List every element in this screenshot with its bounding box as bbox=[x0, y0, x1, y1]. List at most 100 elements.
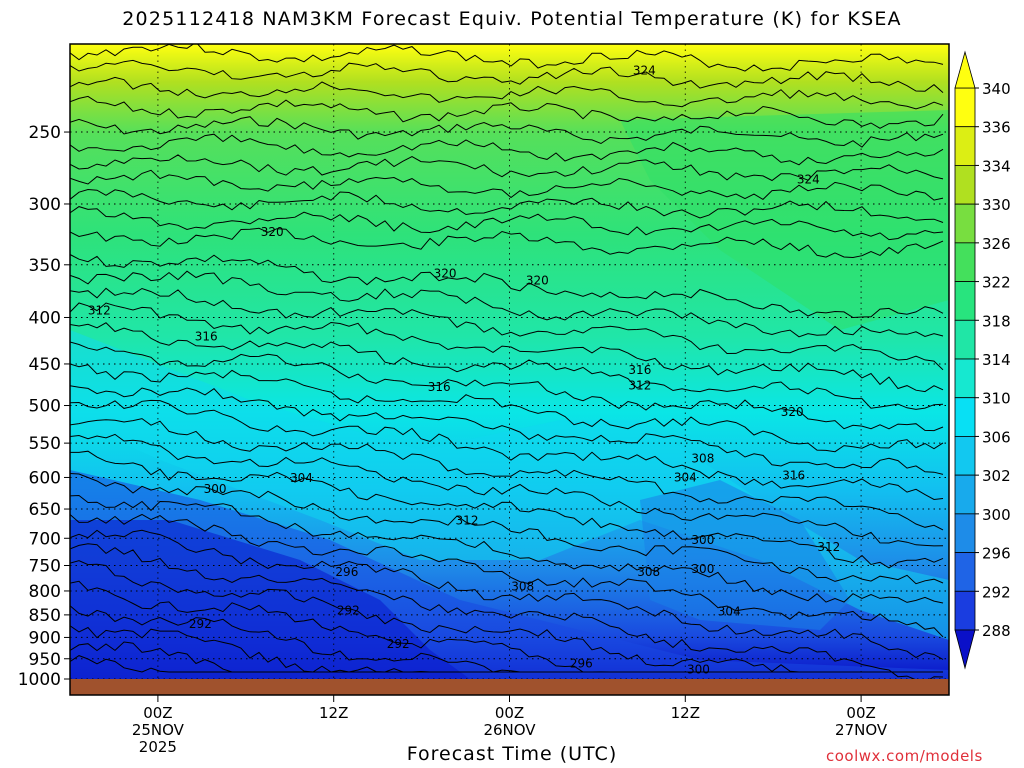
contour-label-27: 296 bbox=[570, 656, 593, 670]
isoline-8 bbox=[70, 188, 944, 223]
contour-label-17: 300 bbox=[691, 533, 714, 547]
colorbar-extend-top bbox=[954, 50, 976, 89]
isoline-13 bbox=[70, 287, 944, 371]
isoline-11 bbox=[70, 254, 944, 319]
colorbar-swatch-4 bbox=[954, 242, 976, 282]
y-tick-label-850: 850 bbox=[29, 606, 61, 626]
x-tick-label-2-0: 00Z bbox=[495, 704, 524, 722]
contour-label-26: 292 bbox=[387, 637, 410, 651]
colorbar-swatch-5 bbox=[954, 281, 976, 321]
contour-label-14: 304 bbox=[290, 471, 313, 485]
x-tick-label-0-2: 2025 bbox=[139, 738, 177, 756]
contour-label-12: 304 bbox=[674, 470, 697, 484]
colorbar-swatch-3 bbox=[954, 203, 976, 244]
cool-pocket-right bbox=[640, 480, 850, 630]
isoline-26 bbox=[70, 529, 944, 660]
y-tick-label-300: 300 bbox=[29, 195, 61, 215]
y-tick-label-950: 950 bbox=[29, 650, 61, 670]
colorbar-label-300: 300 bbox=[982, 506, 1011, 524]
isoline-4 bbox=[70, 116, 944, 148]
colorbar-swatch-12 bbox=[954, 552, 976, 592]
y-tick-label-450: 450 bbox=[29, 355, 61, 375]
isoline-24 bbox=[70, 494, 944, 604]
colorbar-swatch-2 bbox=[954, 165, 976, 205]
contour-label-11: 308 bbox=[691, 452, 714, 466]
chart-title: 2025112418 NAM3KM Forecast Equiv. Potent… bbox=[122, 8, 902, 30]
isoline-1 bbox=[70, 59, 944, 93]
ground-strip bbox=[70, 679, 949, 695]
colorbar-label-330: 330 bbox=[982, 196, 1011, 214]
colorbar-swatch-1 bbox=[954, 126, 976, 166]
contour-label-5: 312 bbox=[88, 304, 111, 318]
x-tick-label-4-0: 00Z bbox=[846, 704, 875, 722]
contour-label-21: 308 bbox=[637, 565, 660, 579]
y-tick-label-1000: 1000 bbox=[18, 670, 61, 690]
isoline-7 bbox=[70, 169, 944, 201]
colorbar-label-302: 302 bbox=[982, 467, 1011, 485]
contour-label-6: 316 bbox=[195, 330, 218, 344]
isoline-33 bbox=[70, 655, 943, 673]
y-tick-label-600: 600 bbox=[29, 468, 61, 488]
colorbar-swatch-13 bbox=[954, 590, 976, 631]
contour-label-18: 312 bbox=[817, 540, 840, 554]
contour-label-0: 324 bbox=[633, 64, 656, 78]
x-tick-label-0-1: 25NOV bbox=[132, 721, 185, 739]
deep-blue-pool bbox=[70, 520, 470, 679]
isoline-5 bbox=[70, 133, 944, 166]
contour-label-23: 292 bbox=[337, 604, 360, 618]
isoline-25 bbox=[70, 513, 944, 638]
colorbar-swatch-8 bbox=[954, 397, 976, 437]
colorbar-label-310: 310 bbox=[982, 390, 1011, 408]
pressure-gridlines bbox=[70, 44, 949, 679]
isotherm-contour-lines bbox=[70, 44, 944, 679]
isoline-27 bbox=[70, 543, 944, 679]
y-tick-label-800: 800 bbox=[29, 582, 61, 602]
y-tick-label-250: 250 bbox=[29, 123, 61, 143]
isoline-19 bbox=[70, 399, 944, 501]
contour-label-22: 308 bbox=[511, 579, 534, 593]
isoline-6 bbox=[70, 154, 944, 182]
x-tick-label-0-0: 00Z bbox=[143, 704, 172, 722]
contour-label-25: 292 bbox=[189, 617, 212, 631]
isoline-12 bbox=[70, 270, 944, 338]
contour-label-24: 304 bbox=[718, 605, 741, 619]
colorbar-label-336: 336 bbox=[982, 119, 1011, 137]
source-credit: coolwx.com/models bbox=[826, 747, 983, 765]
colorbar-label-334: 334 bbox=[982, 157, 1011, 175]
isoline-10 bbox=[70, 227, 944, 259]
y-tick-label-900: 900 bbox=[29, 628, 61, 648]
warm-band-upper-right bbox=[620, 110, 949, 330]
y-tick-label-550: 550 bbox=[29, 434, 61, 454]
isoline-15 bbox=[70, 322, 944, 410]
colorbar-label-326: 326 bbox=[982, 235, 1011, 253]
contour-label-9: 312 bbox=[628, 378, 651, 392]
isoline-22 bbox=[70, 450, 944, 569]
colorbar-label-314: 314 bbox=[982, 351, 1011, 369]
isoline-20 bbox=[70, 418, 944, 531]
isoline-23 bbox=[70, 473, 944, 585]
y-tick-label-650: 650 bbox=[29, 500, 61, 520]
x-axis-title: Forecast Time (UTC) bbox=[406, 743, 618, 765]
contour-label-2: 320 bbox=[261, 225, 284, 239]
contour-label-4: 320 bbox=[526, 273, 549, 287]
contour-label-3: 320 bbox=[434, 267, 457, 281]
colorbar-label-296: 296 bbox=[982, 545, 1011, 563]
colorbar-label-306: 306 bbox=[982, 428, 1011, 446]
isoline-14 bbox=[70, 302, 944, 393]
contour-label-8: 316 bbox=[628, 363, 651, 377]
x-tick-label-4-1: 27NOV bbox=[835, 721, 888, 739]
colorbar: 340 336 334 330 326 322 318 314 310 306 302 300 296 2… bbox=[954, 50, 1011, 670]
colorbar-label-322: 322 bbox=[982, 274, 1011, 292]
isoline-16 bbox=[70, 341, 944, 432]
contour-label-1: 324 bbox=[797, 173, 820, 187]
contour-label-15: 300 bbox=[204, 482, 227, 496]
y-tick-label-350: 350 bbox=[29, 256, 61, 276]
contour-label-28: 300 bbox=[687, 662, 710, 676]
colorbar-swatch-7 bbox=[954, 358, 976, 399]
colorbar-label-288: 288 bbox=[982, 622, 1011, 640]
pressure-axis: 2503003504004505005506006507007508008509… bbox=[18, 123, 70, 690]
